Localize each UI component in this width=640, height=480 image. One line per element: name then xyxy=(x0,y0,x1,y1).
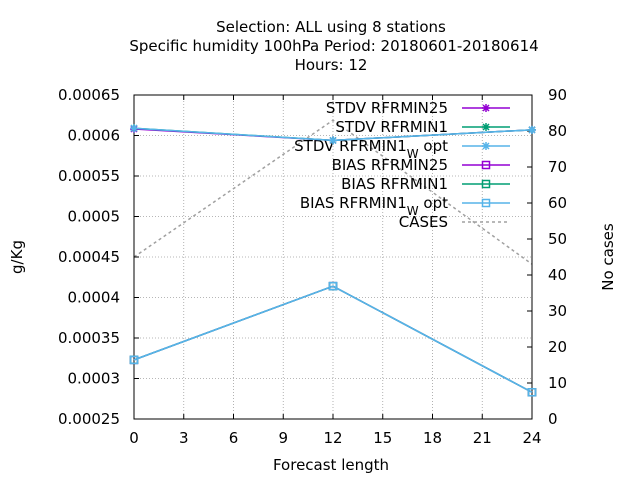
data-point-marker xyxy=(481,198,491,208)
title-line-3: Hours: 12 xyxy=(295,56,368,74)
data-point-marker xyxy=(329,136,337,145)
data-point-marker xyxy=(129,355,139,365)
series-line xyxy=(133,285,533,393)
y-tick-label: 0.00065 xyxy=(58,86,120,104)
y2-tick-label: 70 xyxy=(548,158,567,176)
y2-tick-label: 60 xyxy=(548,194,567,212)
grid xyxy=(134,95,532,419)
legend-entry-label: STDV RFRMIN1 xyxy=(335,118,448,136)
data-point-marker xyxy=(328,281,338,291)
chart-title: Selection: ALL using 8 stations Specific… xyxy=(129,18,538,74)
series-layer xyxy=(129,124,537,397)
x-tick-label: 6 xyxy=(229,429,239,447)
data-point-marker xyxy=(527,388,537,397)
x-tick-label: 21 xyxy=(473,429,492,447)
x-tick-label: 9 xyxy=(278,429,288,447)
title-line-2: Specific humidity 100hPa Period: 2018060… xyxy=(129,37,538,55)
y-tick-label: 0.0004 xyxy=(68,289,121,307)
x-tick-label: 0 xyxy=(129,429,139,447)
legend-entry-label: BIAS RFRMIN1 xyxy=(341,175,448,193)
y2-tick-label: 50 xyxy=(548,230,567,248)
y2-tick-label: 30 xyxy=(548,302,567,320)
y-tick-label: 0.00025 xyxy=(58,410,120,428)
y-tick-label: 0.0006 xyxy=(68,127,121,145)
x-tick-label: 18 xyxy=(423,429,442,447)
title-line-1: Selection: ALL using 8 stations xyxy=(216,18,446,36)
y-tick-label: 0.00035 xyxy=(58,329,120,347)
data-point-marker xyxy=(482,142,490,150)
data-point-marker xyxy=(481,179,491,189)
x-tick-label: 12 xyxy=(323,429,342,447)
legend-entry-label: STDV RFRMIN25 xyxy=(326,99,448,117)
x-tick-label: 24 xyxy=(522,429,541,447)
data-point-marker xyxy=(481,160,491,170)
y-tick-label: 0.00045 xyxy=(58,248,120,266)
y2-tick-label: 10 xyxy=(548,374,567,392)
legend-entry-label: BIAS RFRMIN1W opt xyxy=(300,194,448,218)
y-tick-label: 0.00055 xyxy=(58,167,120,185)
cases-series-layer xyxy=(133,119,533,265)
y-tick-label: 0.0005 xyxy=(68,208,121,226)
y2-tick-label: 20 xyxy=(548,338,567,356)
legend-entry-label: BIAS RFRMIN25 xyxy=(332,156,448,174)
y-tick-label: 0.0003 xyxy=(68,370,121,388)
x-axis-label: Forecast length xyxy=(273,456,389,474)
data-point-marker xyxy=(528,125,536,134)
x-tick-label: 15 xyxy=(373,429,392,447)
y2-tick-label: 0 xyxy=(548,410,558,428)
y2-axis-label: No cases xyxy=(599,223,617,291)
data-point-marker xyxy=(482,123,490,131)
data-point-marker xyxy=(482,104,490,112)
axis-ticks: 0 3 6 9 12 15 18 21 24 0.00025 0.0003 0.00035 0.0004… xyxy=(58,86,567,447)
data-point-marker xyxy=(130,124,138,133)
legend-entry-label: CASES xyxy=(399,213,448,231)
x-tick-label: 3 xyxy=(179,429,189,447)
y2-tick-label: 90 xyxy=(548,86,567,104)
legend-entry-label: STDV RFRMIN1W opt xyxy=(294,137,448,161)
series-line xyxy=(133,119,533,265)
y-axis-label: g/Kg xyxy=(8,240,26,274)
y2-tick-label: 40 xyxy=(548,266,567,284)
y2-tick-label: 80 xyxy=(548,122,567,140)
